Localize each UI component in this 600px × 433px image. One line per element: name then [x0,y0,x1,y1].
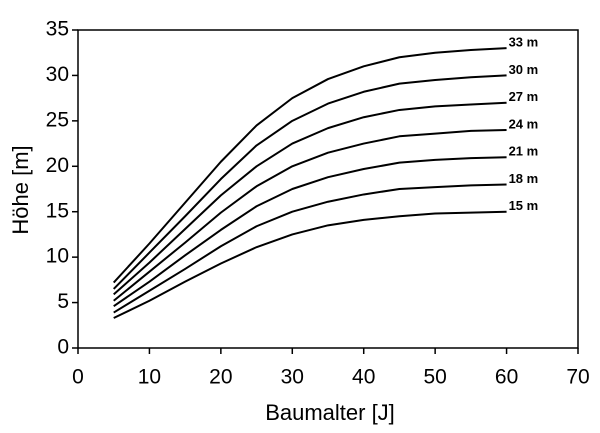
y-axis-label: Höhe [m] [8,145,33,234]
line [113,128,507,302]
line [112,47,507,284]
y-tick-label: 20 [46,154,69,177]
line [113,183,507,314]
x-tick-label: 50 [423,366,446,389]
series-label: 21 m [509,144,539,159]
series-label: 27 m [509,89,539,104]
series-label: 24 m [509,116,539,131]
line [113,101,507,296]
x-tick-label: 70 [566,366,589,389]
line [113,210,507,319]
x-axis-label: Baumalter [J] [265,400,395,425]
series-label: 18 m [509,171,539,186]
y-tick-label: 10 [46,245,69,268]
y-tick-label: 25 [46,108,69,131]
x-tick-label: 40 [352,366,375,389]
series-label: 15 m [509,198,539,213]
x-tick-label: 30 [281,366,304,389]
y-tick-label: 5 [57,290,69,313]
x-tick-label: 20 [209,366,232,389]
plot-frame [77,29,579,349]
line [112,74,507,290]
series-label: 30 m [509,62,539,77]
series-label: 33 m [509,35,539,50]
y-tick-label: 30 [46,63,69,86]
line [113,156,507,308]
x-tick-label: 60 [495,366,518,389]
y-tick-label: 0 [57,336,69,359]
y-tick-label: 35 [46,18,69,41]
x-tick-label: 0 [72,366,84,389]
x-tick-label: 10 [138,366,161,389]
y-tick-label: 15 [46,199,69,222]
